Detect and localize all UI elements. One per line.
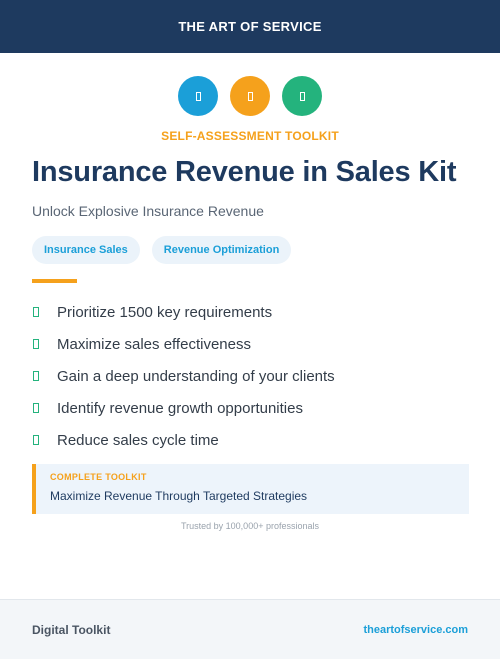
list-item: Prioritize 1500 key requirements — [32, 296, 335, 328]
green-circle-icon — [282, 76, 322, 116]
feature-text: Prioritize 1500 key requirements — [57, 303, 273, 321]
feature-text: Identify revenue growth opportunities — [57, 399, 303, 417]
website-link[interactable]: theartofservice.com — [363, 623, 468, 636]
trust-note: Trusted by 100,000+ professionals — [180, 521, 319, 531]
callout-text: Maximize Revenue Through Targeted Strate… — [50, 489, 308, 503]
footer: Digital Toolkit theartofservice.com — [0, 599, 500, 659]
list-item: Identify revenue growth opportunities — [32, 392, 335, 424]
header-bar: THE ART OF SERVICE — [0, 0, 500, 53]
feature-text: Reduce sales cycle time — [57, 431, 219, 449]
orange-circle-icon — [230, 76, 270, 116]
list-item: Gain a deep understanding of your client… — [32, 360, 335, 392]
list-item: Maximize sales effectiveness — [32, 328, 335, 360]
eyebrow-label: SELF-ASSESSMENT TOOLKIT — [161, 129, 339, 143]
tag-revenue-optimization[interactable]: Revenue Optimization — [151, 236, 292, 264]
toolkit-callout: COMPLETE TOOLKIT Maximize Revenue Throug… — [32, 464, 469, 514]
check-icon — [33, 339, 39, 349]
check-icon — [33, 435, 39, 445]
list-item: Reduce sales cycle time — [32, 424, 335, 456]
check-icon — [33, 307, 39, 317]
feature-text: Maximize sales effectiveness — [57, 335, 251, 353]
tag-list: Insurance Sales Revenue Optimization — [32, 236, 292, 264]
brand-name: THE ART OF SERVICE — [178, 19, 322, 34]
check-icon — [33, 371, 39, 381]
tag-insurance-sales[interactable]: Insurance Sales — [32, 236, 140, 264]
page-subtitle: Unlock Explosive Insurance Revenue — [32, 203, 264, 219]
accent-divider — [32, 279, 77, 283]
feature-list: Prioritize 1500 key requirements Maximiz… — [32, 296, 335, 456]
feature-text: Gain a deep understanding of your client… — [57, 367, 335, 385]
icon-row — [0, 76, 500, 116]
blue-circle-icon — [178, 76, 218, 116]
callout-label: COMPLETE TOOLKIT — [50, 472, 147, 482]
page-title: Insurance Revenue in Sales Kit — [32, 156, 457, 188]
check-icon — [33, 403, 39, 413]
footer-label: Digital Toolkit — [32, 622, 111, 637]
